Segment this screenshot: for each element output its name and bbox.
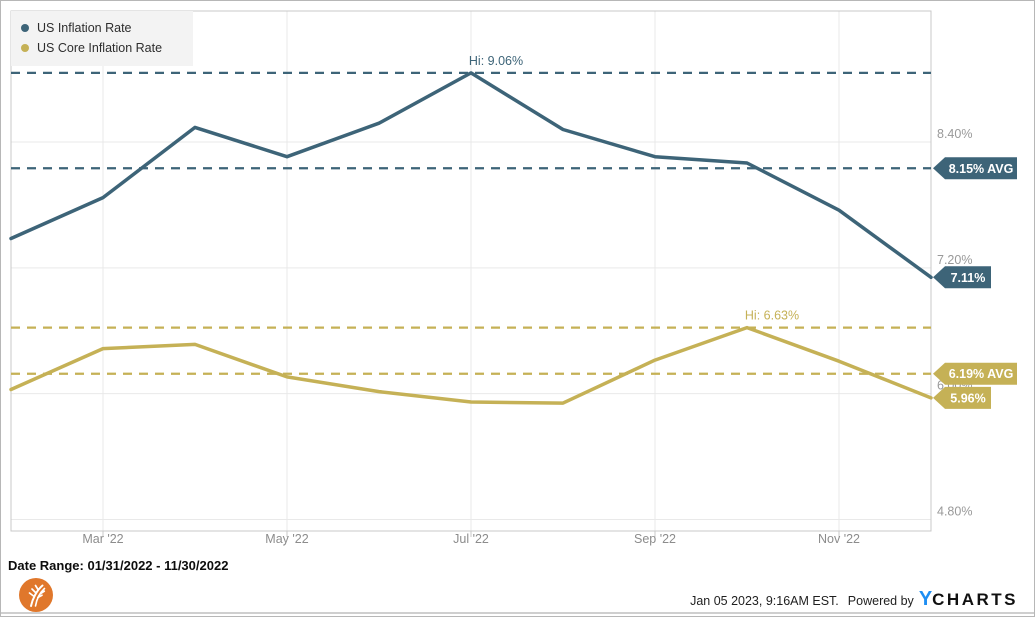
footer-attribution: Jan 05 2023, 9:16AM EST. Powered by Y CHA… bbox=[690, 589, 1018, 609]
x-axis-label: Jul '22 bbox=[453, 532, 489, 546]
x-axis-label: Mar '22 bbox=[82, 532, 123, 546]
y-axis-label: 7.20% bbox=[937, 253, 972, 267]
series-line bbox=[9, 71, 933, 280]
powered-by-label: Powered by bbox=[847, 594, 914, 608]
last-value-badge-label: 5.96% bbox=[950, 391, 985, 405]
avg-badge-label: 8.15% AVG bbox=[949, 162, 1014, 176]
legend-label: US Core Inflation Rate bbox=[37, 41, 163, 55]
series-color-dot-icon bbox=[21, 44, 29, 52]
high-value-label: Hi: 6.63% bbox=[745, 309, 799, 323]
ycharts-logo[interactable]: Y CHARTS bbox=[919, 589, 1018, 609]
high-value-label: Hi: 9.06% bbox=[469, 54, 523, 68]
ycharts-logo-text: CHARTS bbox=[932, 590, 1018, 609]
last-value-badge bbox=[933, 266, 991, 289]
x-axis-label: Nov '22 bbox=[818, 532, 860, 546]
legend-item-us-core-inflation-rate[interactable]: US Core Inflation Rate bbox=[21, 38, 179, 58]
timestamp-label: Jan 05 2023, 9:16AM EST. bbox=[690, 594, 839, 608]
bottom-divider bbox=[1, 612, 1034, 614]
date-range-label: Date Range: 01/31/2022 - 11/30/2022 bbox=[8, 558, 229, 573]
ycharts-logo-y: Y bbox=[918, 588, 933, 610]
avg-badge bbox=[933, 157, 1017, 180]
wheat-logo-icon bbox=[19, 578, 53, 612]
last-value-badge bbox=[933, 386, 991, 409]
avg-badge-label: 6.19% AVG bbox=[949, 367, 1014, 381]
avg-badge bbox=[933, 362, 1017, 385]
legend-item-us-inflation-rate[interactable]: US Inflation Rate bbox=[21, 18, 179, 38]
chart-legend: US Inflation Rate US Core Inflation Rate bbox=[11, 11, 193, 66]
y-axis-label: 4.80% bbox=[937, 504, 972, 518]
y-axis-label: 8.40% bbox=[937, 127, 972, 141]
x-axis-label: Sep '22 bbox=[634, 532, 676, 546]
series-color-dot-icon bbox=[21, 24, 29, 32]
legend-label: US Inflation Rate bbox=[37, 21, 132, 35]
last-value-badge-label: 7.11% bbox=[951, 271, 986, 285]
series-line bbox=[9, 325, 933, 405]
x-axis-label: May '22 bbox=[265, 532, 308, 546]
inflation-line-chart[interactable]: Hi: 9.06%Hi: 6.63%8.40%7.20%6.00%4.80%8.… bbox=[1, 1, 1035, 553]
